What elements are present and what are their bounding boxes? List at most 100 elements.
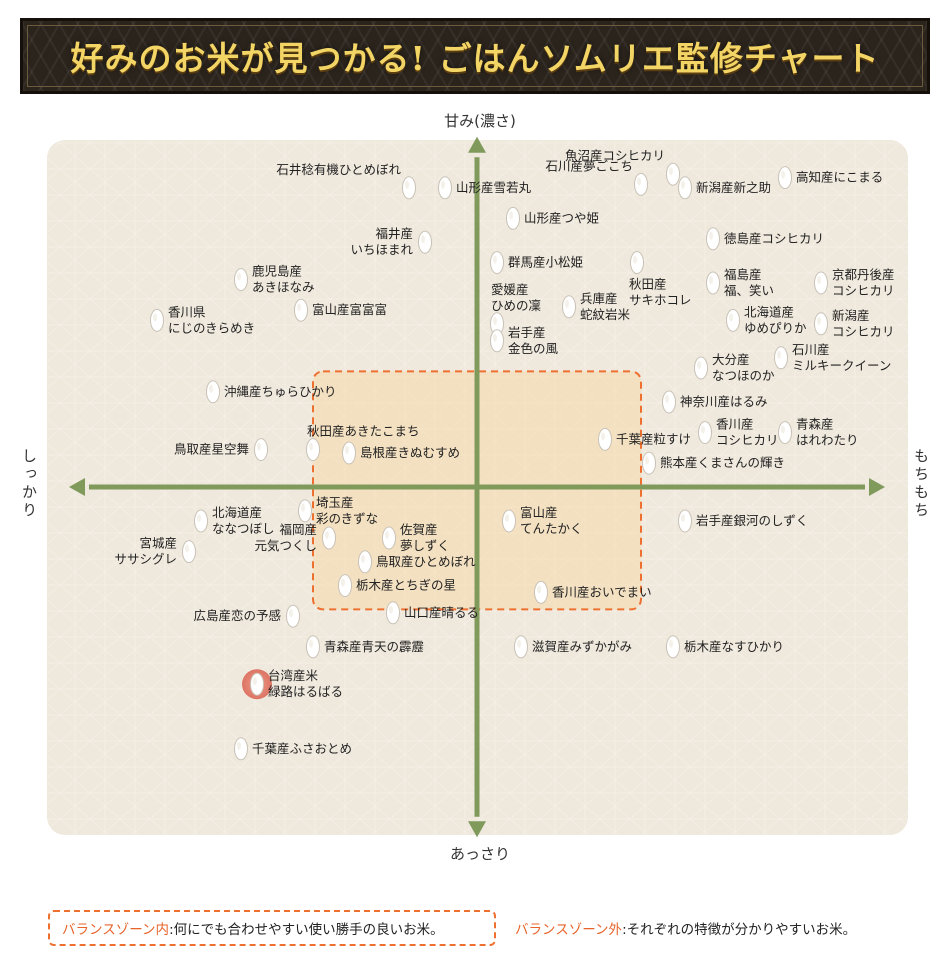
rice-point: 鹿児島産あきほなみ — [234, 264, 315, 295]
rice-point: 秋田産サキホコレ — [629, 251, 692, 308]
rice-point: 神奈川産はるみ — [662, 390, 768, 414]
rice-grain-marker — [342, 441, 356, 465]
rice-label: 滋賀産みずかがみ — [532, 639, 632, 654]
rice-grain-shine — [421, 235, 425, 244]
rice-grain-shine — [493, 255, 497, 264]
rice-grain-shine — [645, 456, 649, 465]
rice-label: 北海道産ゆめぴりか — [744, 304, 807, 335]
rice-label: 千葉産ふさおとめ — [252, 741, 352, 756]
rice-grain-marker — [814, 271, 828, 295]
rice-grain-marker — [286, 604, 300, 628]
rice-point: 京都丹後産コシヒカリ — [814, 267, 895, 298]
rice-grain-shine — [153, 313, 157, 322]
rice-grain-shine — [289, 609, 293, 618]
rice-label: 徳島産コシヒカリ — [724, 231, 824, 246]
rice-grain-shine — [345, 446, 349, 454]
rice-grain-marker — [634, 172, 648, 196]
legend-outside-zone: バランスゾーン外 :それぞれの特徴が分かりやすいお米。 — [515, 910, 856, 946]
rice-grain-shine — [361, 554, 365, 563]
rice-grain-shine — [493, 333, 497, 342]
rice-grain-shine — [537, 585, 541, 594]
rice-grain-marker — [502, 509, 516, 533]
rice-label: 兵庫産蛇紋岩米 — [580, 291, 631, 322]
rice-point: 徳島産コシヒカリ — [706, 227, 824, 251]
rice-label: 栃木産とちぎの星 — [356, 578, 456, 593]
rice-grain-marker — [662, 390, 676, 414]
rice-grain-marker — [514, 635, 528, 659]
rice-point: 埼玉産彩のきずな — [298, 495, 378, 526]
rice-grain-marker — [506, 206, 520, 230]
rice-point: 香川産おいでまい — [534, 580, 652, 604]
rice-grain-marker — [666, 162, 680, 186]
rice-grain-marker — [150, 308, 164, 332]
rice-grain-shine — [669, 167, 673, 176]
rice-grain-marker — [778, 166, 792, 190]
rice-label: 岩手産銀河のしずく — [696, 513, 808, 528]
rice-grain-shine — [257, 442, 261, 451]
rice-grain-shine — [309, 639, 313, 648]
rice-point: 山口産晴るる — [386, 601, 479, 625]
rice-point: 富山産富富富 — [294, 298, 387, 322]
rice-grain-shine — [301, 503, 305, 512]
rice-label: 埼玉産彩のきずな — [316, 495, 378, 526]
rice-grain-marker — [666, 635, 680, 659]
y-axis-arrow-top — [468, 136, 486, 153]
rice-grain-shine — [781, 170, 785, 179]
rice-grain-shine — [709, 231, 713, 240]
rice-point: 熊本産くまさんの輝き — [642, 451, 785, 475]
rice-grain-marker — [182, 540, 196, 564]
rice-label: 石川産夢ごこち — [545, 158, 633, 173]
rice-grain-shine — [701, 425, 705, 434]
rice-grain-shine — [253, 677, 257, 686]
rice-label: 大分産なつほのか — [712, 352, 775, 383]
rice-point: 岩手産銀河のしずく — [678, 509, 808, 533]
rice-point: 千葉産ふさおとめ — [234, 737, 352, 761]
legend-inside-key: バランスゾーン内 — [62, 922, 170, 938]
rice-label: 秋田産あきたこまち — [307, 424, 420, 439]
rice-grain-shine — [341, 578, 345, 587]
rice-point: 栃木産とちぎの星 — [338, 574, 456, 598]
rice-grain-marker — [706, 271, 720, 295]
rice-grain-shine — [637, 177, 641, 186]
rice-label: 栃木産なすひかり — [684, 639, 784, 654]
rice-grain-marker — [774, 346, 788, 370]
x-axis-right-label: もちもち — [912, 448, 930, 520]
rice-label: 青森産青天の霹靂 — [324, 639, 424, 654]
rice-grain-shine — [781, 425, 785, 434]
rice-grain-shine — [817, 276, 821, 284]
legend-inside-zone: バランスゾーン内 :何にでも合わせやすい使い勝手の良いお米。 — [48, 910, 496, 946]
rice-label: 新潟産新之助 — [696, 180, 771, 195]
rice-grain-shine — [681, 514, 685, 522]
rice-label: 京都丹後産コシヒカリ — [832, 267, 895, 298]
rice-point: 宮城産ササシグレ — [114, 536, 196, 567]
rice-grain-marker — [726, 308, 740, 332]
rice-point: 福島産福、笑い — [706, 267, 774, 298]
rice-grain-marker — [294, 298, 308, 322]
rice-point: 青森産青天の霹靂 — [306, 635, 424, 659]
x-axis-arrow-left — [69, 478, 85, 496]
page-title: 好みのお米が見つかる! ごはんソムリエ監修チャート — [70, 39, 880, 78]
rice-grain-shine — [665, 395, 669, 403]
rice-grain-shine — [385, 531, 389, 539]
rice-label: 愛媛産ひめの凜 — [491, 282, 541, 313]
x-axis-left-label: しっかり — [20, 448, 38, 520]
rice-grain-shine — [237, 741, 241, 750]
rice-grain-marker — [306, 438, 320, 462]
rice-grain-marker — [358, 550, 372, 574]
rice-grain-shine — [441, 180, 445, 189]
rice-grain-marker — [194, 509, 208, 533]
rice-label: 石川産ミルキークイーン — [792, 342, 891, 373]
legend-outside-key: バランスゾーン外 — [515, 922, 623, 938]
rice-grain-marker — [778, 421, 792, 445]
rice-point: 富山産てんたかく — [502, 505, 583, 536]
rice-label: 山口産晴るる — [404, 605, 479, 620]
rice-point: 沖縄産ちゅらひかり — [206, 380, 337, 404]
rice-grain-marker — [322, 526, 336, 550]
rice-grain-marker — [234, 268, 248, 292]
rice-label: 鹿児島産あきほなみ — [252, 264, 315, 295]
legend-inside-desc: :何にでも合わせやすい使い勝手の良いお米。 — [169, 922, 444, 938]
y-axis-top-label: 甘み(濃さ) — [444, 112, 516, 130]
rice-grain-marker — [418, 230, 432, 254]
